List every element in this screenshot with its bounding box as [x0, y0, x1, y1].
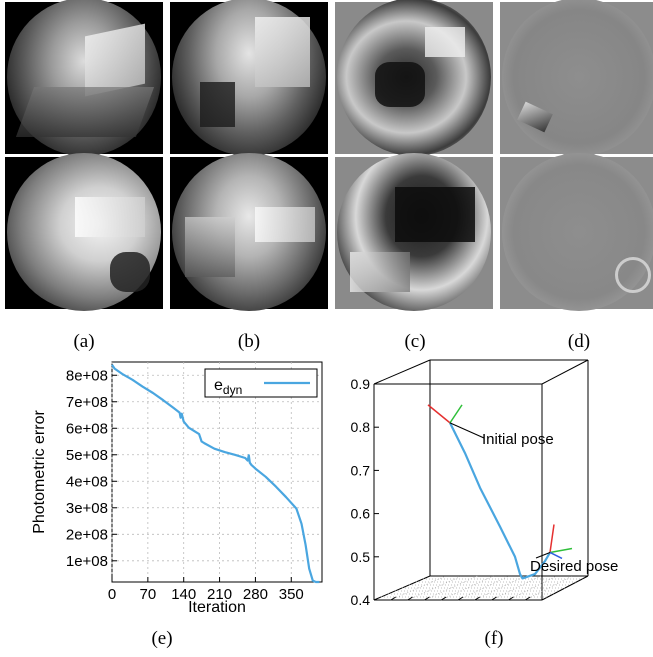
- y-tick-label: 8e+08: [66, 367, 108, 384]
- y-tick-label: 6e+08: [66, 420, 108, 437]
- y-tick-label: 3e+08: [66, 500, 108, 517]
- floor-gridline: [457, 575, 510, 601]
- initial-pose-y-axis: [449, 404, 463, 424]
- trajectory-3d-plot: 0.4 0.5 0.6 0.7 0.8 0.9 Initial pose Desired p…: [351, 359, 618, 608]
- z-tick-label: 0.5: [351, 549, 371, 565]
- initial-pose-label: Initial pose: [482, 431, 554, 448]
- floor-tick: [524, 596, 531, 601]
- floor-tick: [407, 596, 413, 601]
- caption-d: (d): [567, 331, 591, 352]
- caption-b: (b): [237, 331, 261, 352]
- floor-gridline: [474, 575, 525, 601]
- desired-pose-label: Desired pose: [530, 558, 618, 575]
- floor-gridline: [441, 575, 494, 601]
- initial-pose-leader: [449, 422, 485, 439]
- x-tick-label: 350: [279, 586, 304, 603]
- desired-pose-y-axis: [549, 547, 573, 554]
- y-tick-label: 5e+08: [66, 447, 108, 464]
- fisheye-image-b-top: [170, 0, 328, 156]
- image-grid: [5, 0, 653, 314]
- fisheye-image-a-bottom: [5, 153, 163, 311]
- floor-tick: [491, 596, 497, 601]
- trajectory-line: [449, 422, 551, 580]
- initial-pose-x-axis: [427, 404, 451, 424]
- caption-e: (e): [151, 628, 173, 649]
- desired-pose-leader: [535, 552, 551, 559]
- z-tick-label: 0.8: [351, 419, 371, 435]
- z-tick-label: 0.9: [351, 376, 371, 392]
- residual-image-d-top: [500, 0, 653, 156]
- x-axis-label: Iteration: [188, 599, 246, 616]
- desired-pose-z-axis: [549, 551, 563, 560]
- floor-tick: [440, 596, 447, 601]
- y-axis-label: Photometric error: [31, 410, 48, 534]
- caption-a: (a): [73, 331, 95, 352]
- fisheye-image-a-top: [5, 0, 163, 156]
- legend-box: [204, 368, 318, 398]
- y-tick-label: 4e+08: [66, 473, 108, 490]
- box-edge: [541, 359, 589, 385]
- y-tick-label: 2e+08: [66, 526, 108, 543]
- floor-gridline: [390, 575, 446, 601]
- x-tick-label: 0: [108, 586, 116, 603]
- floor-tick: [508, 596, 514, 601]
- difference-image-c-top: [335, 0, 493, 156]
- difference-image-c-bottom: [335, 153, 493, 311]
- x-tick-label: 280: [243, 586, 268, 603]
- desired-pose-x-axis: [549, 524, 555, 553]
- y-tick-label: 1e+08: [66, 553, 108, 570]
- z-tick-label: 0.4: [351, 592, 371, 608]
- floor-gridline: [407, 575, 462, 601]
- floor-tick: [457, 596, 464, 601]
- floor-tick: [474, 596, 481, 601]
- floor-gridline: [424, 575, 478, 601]
- x-tick-label: 210: [207, 586, 232, 603]
- series-line-e-dyn: [111, 364, 320, 584]
- photometric-error-chart: 0 70 140 210 280 350 1e+08 2e+08 3e+08 4e+08 5e+08…: [31, 361, 323, 616]
- z-tick-label: 0.6: [351, 506, 371, 522]
- caption-f: (f): [484, 628, 504, 649]
- floor-tick: [390, 596, 397, 601]
- fisheye-image-b-bottom: [170, 153, 328, 311]
- x-tick-label: 70: [140, 586, 157, 603]
- y-tick-label: 7e+08: [66, 394, 108, 411]
- residual-image-d-bottom: [500, 153, 653, 311]
- floor-tick: [424, 596, 430, 601]
- x-tick-label: 140: [171, 586, 196, 603]
- caption-c: (c): [404, 331, 426, 352]
- z-tick-label: 0.7: [351, 462, 371, 478]
- box-edge: [373, 359, 431, 385]
